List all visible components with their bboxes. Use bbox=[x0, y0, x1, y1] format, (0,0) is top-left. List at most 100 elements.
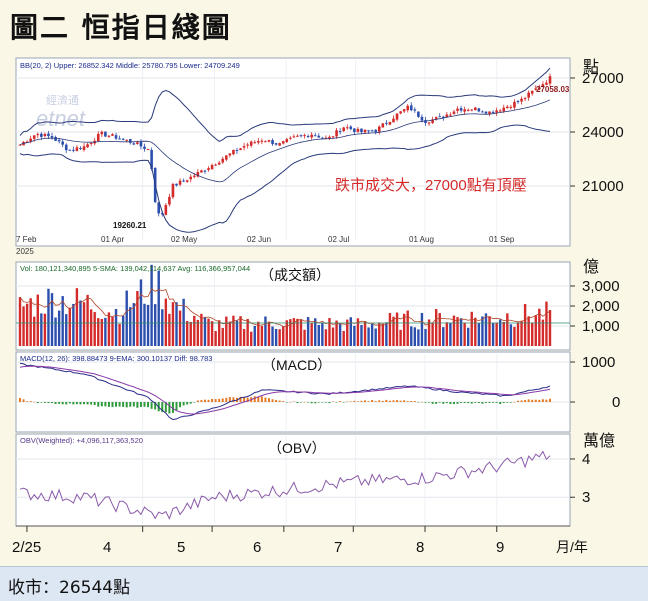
macd-histogram-bar bbox=[214, 399, 217, 402]
volume-bar bbox=[29, 298, 32, 346]
macd-histogram-bar bbox=[239, 396, 242, 402]
candle-body bbox=[200, 170, 203, 173]
candle-body bbox=[470, 109, 474, 111]
macd-histogram-bar bbox=[282, 401, 285, 402]
volume-bar bbox=[282, 326, 285, 346]
candle-body bbox=[534, 88, 538, 90]
volume-bar bbox=[225, 316, 228, 346]
volume-bar bbox=[285, 320, 288, 346]
macd-histogram-bar bbox=[257, 396, 260, 402]
macd-histogram-bar bbox=[278, 400, 281, 402]
macd-histogram-bar bbox=[182, 402, 185, 406]
macd-histogram-bar bbox=[171, 402, 174, 413]
macd-histogram-bar bbox=[381, 400, 384, 402]
candle-body bbox=[146, 149, 150, 151]
volume-bar bbox=[495, 322, 498, 346]
candle-body bbox=[548, 76, 552, 84]
macd-histogram-bar bbox=[107, 402, 110, 407]
obv-label: （OBV） bbox=[268, 440, 326, 456]
macd-histogram-bar bbox=[356, 401, 359, 402]
macd-histogram-bar bbox=[22, 399, 25, 402]
macd-histogram-bar bbox=[481, 402, 484, 404]
volume-bar bbox=[481, 316, 484, 346]
candle-body bbox=[370, 130, 374, 132]
bollinger-middle bbox=[19, 99, 551, 183]
candle-body bbox=[96, 133, 100, 142]
candle-body bbox=[111, 134, 114, 136]
macd-histogram-bar bbox=[364, 400, 367, 402]
year-label: 2025 bbox=[16, 247, 34, 256]
macd-histogram-bar bbox=[36, 402, 39, 404]
obv-panel bbox=[15, 433, 571, 527]
volume-bar bbox=[260, 325, 264, 346]
macd-histogram-bar bbox=[129, 402, 132, 407]
macd-histogram-bar bbox=[147, 402, 150, 408]
candle-body bbox=[221, 158, 225, 163]
candle-body bbox=[278, 143, 281, 146]
volume-bar bbox=[214, 331, 217, 346]
candle-body bbox=[516, 101, 520, 103]
candle-body bbox=[431, 119, 434, 123]
macd-histogram-bar bbox=[296, 402, 299, 404]
macd-histogram-bar bbox=[90, 402, 93, 405]
volume-bar bbox=[363, 321, 367, 346]
volume-bar bbox=[22, 306, 25, 346]
macd-histogram-bar bbox=[285, 402, 288, 403]
volume-bar bbox=[438, 313, 441, 346]
candle-body bbox=[157, 202, 161, 214]
obv-header: OBV(Weighted): +4,096,117,363,520 bbox=[20, 436, 143, 445]
volume-bar bbox=[310, 323, 313, 346]
macd-histogram-bar bbox=[139, 402, 142, 407]
macd-histogram-bar bbox=[221, 398, 224, 402]
candle-body bbox=[377, 126, 381, 132]
volume-bar bbox=[111, 316, 114, 346]
y-tick-label-obv: 3 bbox=[582, 489, 590, 506]
macd-histogram-bar bbox=[524, 400, 527, 402]
volume-bar bbox=[97, 318, 100, 346]
macd-histogram-bar bbox=[431, 402, 434, 404]
macd-histogram-bar bbox=[168, 402, 171, 414]
macd-histogram-bar bbox=[243, 397, 246, 402]
macd-histogram-bar bbox=[367, 401, 370, 402]
macd-histogram-bar bbox=[484, 402, 487, 403]
macd-histogram-bar bbox=[360, 400, 363, 402]
price-annotation: 跌市成交大，27000點有頂壓 bbox=[335, 176, 527, 194]
candle-body bbox=[409, 105, 413, 111]
volume-bar bbox=[232, 315, 235, 346]
volume-label: （成交額） bbox=[260, 267, 330, 283]
macd-histogram-bar bbox=[246, 397, 249, 402]
volume-bar bbox=[161, 309, 164, 346]
candle-body bbox=[530, 90, 534, 94]
volume-bar bbox=[402, 313, 406, 346]
volume-bar bbox=[289, 319, 292, 346]
volume-bar bbox=[442, 327, 445, 346]
macd-histogram-bar bbox=[420, 401, 423, 403]
macd-histogram-bar bbox=[275, 399, 278, 402]
macd-header: MACD(12, 26): 398.88473 9-EMA: 300.10137… bbox=[20, 354, 212, 363]
candle-body bbox=[185, 180, 189, 182]
candle-body bbox=[82, 146, 86, 150]
macd-histogram-bar bbox=[335, 402, 338, 403]
volume-bar bbox=[427, 319, 431, 346]
volume-bar bbox=[292, 318, 296, 346]
volume-bar bbox=[488, 316, 491, 346]
macd-histogram-bar bbox=[164, 402, 167, 413]
volume-bar bbox=[466, 327, 470, 346]
y-tick-label-price: 21000 bbox=[582, 178, 624, 195]
candle-body bbox=[43, 133, 47, 137]
volume-bar bbox=[196, 319, 200, 346]
volume-bar bbox=[417, 329, 420, 346]
candle-body bbox=[424, 120, 427, 124]
volume-bar bbox=[328, 318, 331, 346]
macd-histogram-bar bbox=[228, 397, 231, 402]
macd-histogram-bar bbox=[317, 402, 320, 403]
volume-bar bbox=[545, 301, 548, 346]
macd-histogram-bar bbox=[332, 401, 335, 403]
volume-bar bbox=[513, 326, 516, 346]
macd-histogram-bar bbox=[538, 399, 541, 402]
volume-bar bbox=[452, 315, 456, 346]
macd-histogram-bar bbox=[100, 402, 103, 407]
volume-bar bbox=[65, 314, 68, 346]
macd-histogram-bar bbox=[527, 399, 530, 402]
macd-histogram-bar bbox=[474, 402, 477, 403]
